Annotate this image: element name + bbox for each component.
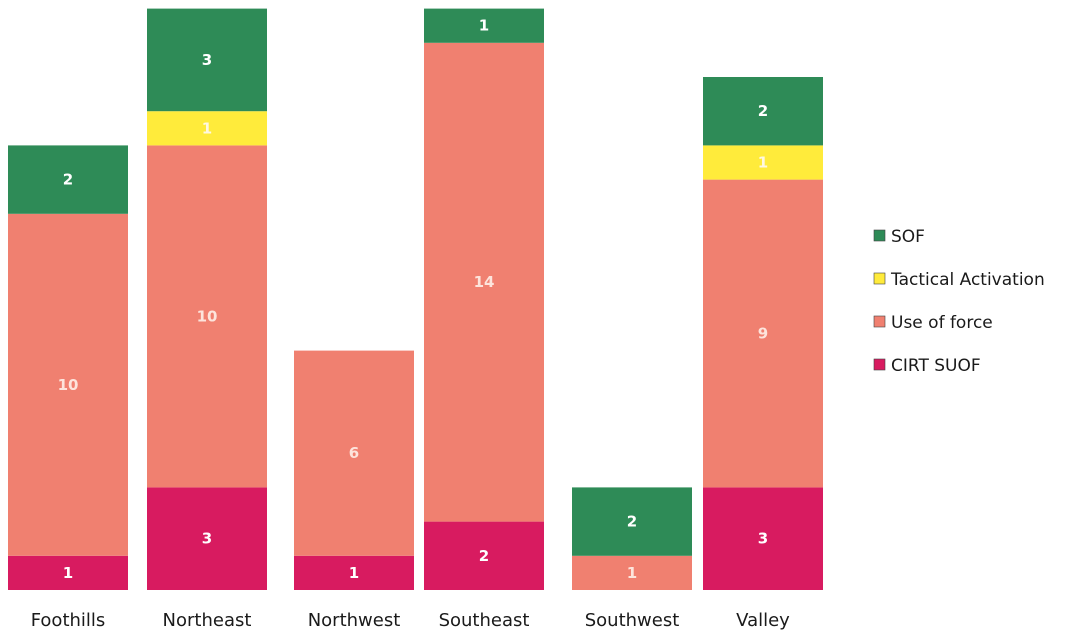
data-label-southeast-use-of-force: 14 — [474, 273, 495, 291]
category-label-valley: Valley — [736, 610, 790, 631]
bar-segment-northeast-sof — [147, 8, 267, 112]
category-label-northwest: Northwest — [308, 610, 401, 631]
legend-label-cirt-suof: CIRT SUOF — [891, 356, 981, 376]
data-label-southwest-sof: 2 — [627, 513, 637, 531]
bar-segment-valley-tactical-activation — [703, 145, 823, 180]
category-label-southwest: Southwest — [585, 610, 680, 631]
legend-swatch-sof — [873, 229, 886, 242]
data-label-foothills-sof: 2 — [63, 171, 73, 189]
bars-layer: 1 10 2 3 10 1 3 1 6 2 14 1 1 2 3 9 1 2 — [8, 8, 823, 590]
bar-segment-southeast-use-of-force — [424, 42, 544, 522]
bar-segment-valley-cirt-suof — [703, 487, 823, 590]
data-label-foothills-cirt-suof: 1 — [63, 564, 73, 582]
bar-segment-southeast-cirt-suof — [424, 521, 544, 590]
bar-segment-valley-sof — [703, 77, 823, 146]
legend-swatch-tactical-activation — [873, 272, 886, 285]
legend-label-use-of-force: Use of force — [891, 313, 993, 333]
data-label-northeast-cirt-suof: 3 — [202, 530, 212, 548]
bar-segment-northeast-tactical-activation — [147, 111, 267, 146]
bar-segment-northwest-cirt-suof — [294, 555, 414, 590]
data-label-northeast-use-of-force: 10 — [197, 307, 218, 325]
bar-segment-northwest-use-of-force — [294, 350, 414, 556]
category-label-southeast: Southeast — [439, 610, 530, 631]
legend-swatch-cirt-suof — [873, 358, 886, 371]
data-label-valley-sof: 2 — [758, 102, 768, 120]
legend-label-sof: SOF — [891, 227, 925, 247]
data-label-southeast-sof: 1 — [479, 17, 489, 35]
data-label-southwest-use-of-force: 1 — [627, 564, 637, 582]
data-label-foothills-use-of-force: 10 — [58, 376, 79, 394]
data-label-northwest-use-of-force: 6 — [349, 444, 359, 462]
bar-segment-northeast-cirt-suof — [147, 487, 267, 590]
data-label-northeast-tactical-activation: 1 — [202, 119, 212, 137]
bar-segment-southwest-use-of-force — [572, 555, 692, 590]
data-label-valley-tactical-activation: 1 — [758, 154, 768, 172]
bar-segment-northeast-use-of-force — [147, 145, 267, 488]
legend: SOF Tactical Activation Use of force CIRT S… — [873, 227, 1045, 376]
category-label-foothills: Foothills — [31, 610, 106, 631]
category-label-northeast: Northeast — [163, 610, 252, 631]
bar-segment-foothills-use-of-force — [8, 213, 128, 556]
data-label-southeast-cirt-suof: 2 — [479, 547, 489, 565]
data-label-valley-use-of-force: 9 — [758, 325, 768, 343]
bar-segment-southeast-sof — [424, 8, 544, 43]
legend-label-tactical-activation: Tactical Activation — [890, 270, 1045, 290]
bar-segment-foothills-cirt-suof — [8, 555, 128, 590]
data-label-valley-cirt-suof: 3 — [758, 530, 768, 548]
data-label-northwest-cirt-suof: 1 — [349, 564, 359, 582]
legend-swatch-use-of-force — [873, 315, 886, 328]
category-labels: Foothills Northeast Northwest Southeast Sout… — [31, 610, 790, 631]
bar-segment-valley-use-of-force — [703, 179, 823, 488]
bar-segment-southwest-sof — [572, 487, 692, 556]
bar-segment-foothills-sof — [8, 145, 128, 214]
data-label-northeast-sof: 3 — [202, 51, 212, 69]
